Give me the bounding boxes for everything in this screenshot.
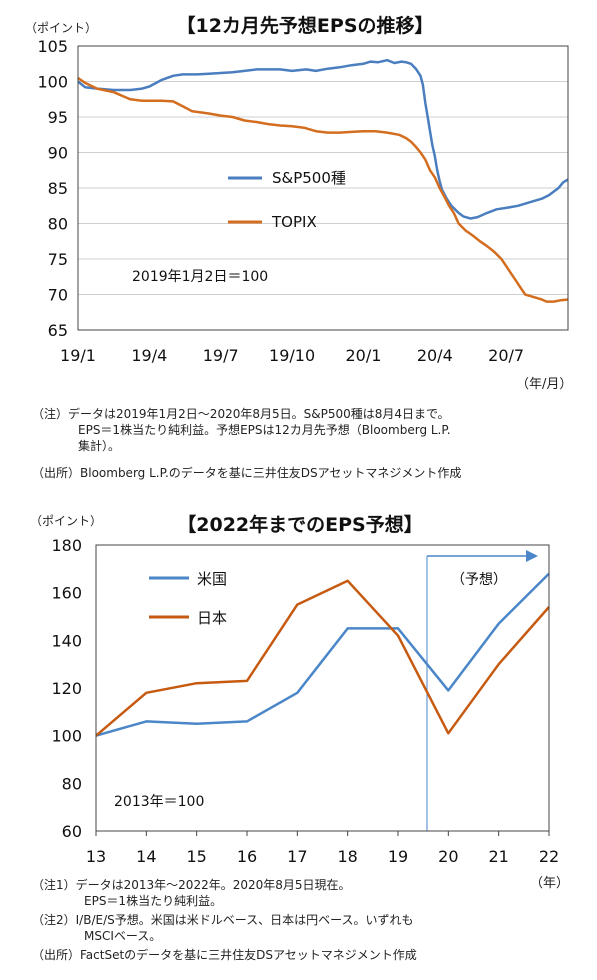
chart1-xtick-label: 20/4 (417, 346, 453, 365)
chart2-base-note: 2013年＝100 (114, 794, 204, 810)
chart1-ytick-label: 75 (48, 250, 68, 269)
chart1-ytick-label: 80 (48, 215, 68, 234)
chart1-base-note: 2019年1月2日＝100 (132, 269, 268, 285)
chart2-note-3: （注2）I/B/E/S予想。米国は米ドルベース、日本は円ベース。いずれも (32, 913, 414, 927)
chart1-ytick-label: 85 (48, 179, 68, 198)
chart1-xtick-label: 19/10 (269, 346, 315, 365)
chart2-note-2: EPS＝1株当たり純利益。 (84, 894, 223, 908)
chart1-ytick-label: 65 (48, 321, 68, 340)
chart1-xtick-label: 19/7 (203, 346, 239, 365)
chart2-plot-frame (95, 544, 550, 832)
chart1-ytick-label: 105 (37, 37, 68, 56)
chart2-note-4: MSCIベース。 (84, 929, 162, 943)
chart2-ytick-label: 100 (51, 727, 82, 746)
chart2-ytick-label: 60 (62, 822, 82, 841)
chart2-xtick-label: 16 (237, 847, 257, 866)
chart2-forecast-arrowhead (526, 550, 538, 562)
chart2-series-japan-line (95, 579, 550, 737)
chart2-legend-label-us: 米国 (197, 570, 227, 588)
chart2-xtick-label: 18 (337, 847, 357, 866)
chart1-ytick-label: 90 (48, 144, 68, 163)
chart2-ytick-label: 180 (51, 536, 82, 555)
chart2-forecast-label: （予想） (451, 572, 507, 588)
chart1-ytick-label: 100 (37, 73, 68, 92)
chart1-ytick-label: 70 (48, 286, 68, 305)
chart2-ytick-label: 140 (51, 631, 82, 650)
chart2-xtick-label: 21 (488, 847, 508, 866)
chart1-xtick-label: 20/1 (345, 346, 381, 365)
chart2-note-5: （出所）FactSetのデータを基に三井住友DSアセットマネジメント作成 (32, 948, 417, 962)
chart1-xtick-label: 19/4 (131, 346, 167, 365)
chart2-ytick-label: 80 (62, 774, 82, 793)
chart1-legend-label-topix: TOPIX (271, 213, 317, 231)
chart2-xtick-label: 17 (287, 847, 307, 866)
chart1-note-3: 集計）。 (78, 439, 121, 453)
chart2-xtick-label: 13 (86, 847, 106, 866)
chart-eps-12m: 【12カ月先予想EPSの推移】 （ポイント） 65 70 75 80 85 90 95 100… (25, 14, 572, 392)
chart2-xlabel: （年） (530, 876, 569, 891)
chart2-xtick-label: 20 (438, 847, 458, 866)
chart2-ylabel: （ポイント） (30, 514, 102, 528)
chart2-ytick-label: 160 (51, 584, 82, 603)
chart2-xtick-label: 14 (136, 847, 156, 866)
chart1-plot-frame (77, 45, 569, 331)
chart1-xtick-label: 19/1 (60, 346, 96, 365)
chart1-ytick-label: 95 (48, 108, 68, 127)
chart1-note-1: （注）データは2019年1月2日～2020年8月5日。S&P500種は8月4日ま… (32, 407, 450, 421)
chart2-xtick-label: 15 (186, 847, 206, 866)
chart1-xtick-label: 20/7 (488, 346, 524, 365)
chart1-title: 【12カ月先予想EPSの推移】 (176, 14, 433, 37)
chart1-note-4: （出所）Bloomberg L.P.のデータを基に三井住友DSアセットマネジメン… (32, 466, 462, 480)
chart2-title: 【2022年までのEPS予想】 (177, 513, 422, 536)
chart2-xtick-label: 19 (388, 847, 408, 866)
chart2-note-1: （注1）データは2013年～2022年。2020年8月5日現在。 (32, 878, 351, 892)
chart2-xtick-label: 22 (539, 847, 559, 866)
chart1-xlabel: （年/月） (516, 377, 572, 392)
chart1-series-sp500-line (77, 58, 569, 220)
chart1-ylabel: （ポイント） (25, 21, 97, 35)
chart1-note-2: EPS＝1株当たり純利益。予想EPSは12カ月先予想（Bloomberg L.P… (78, 423, 451, 437)
chart2-ytick-label: 120 (51, 679, 82, 698)
chart1-series-topix-line (77, 76, 569, 303)
chart2-series-us-line (95, 572, 550, 737)
chart2-legend-label-japan: 日本 (197, 609, 227, 627)
chart1-legend-label-sp500: S&P500種 (272, 169, 346, 187)
